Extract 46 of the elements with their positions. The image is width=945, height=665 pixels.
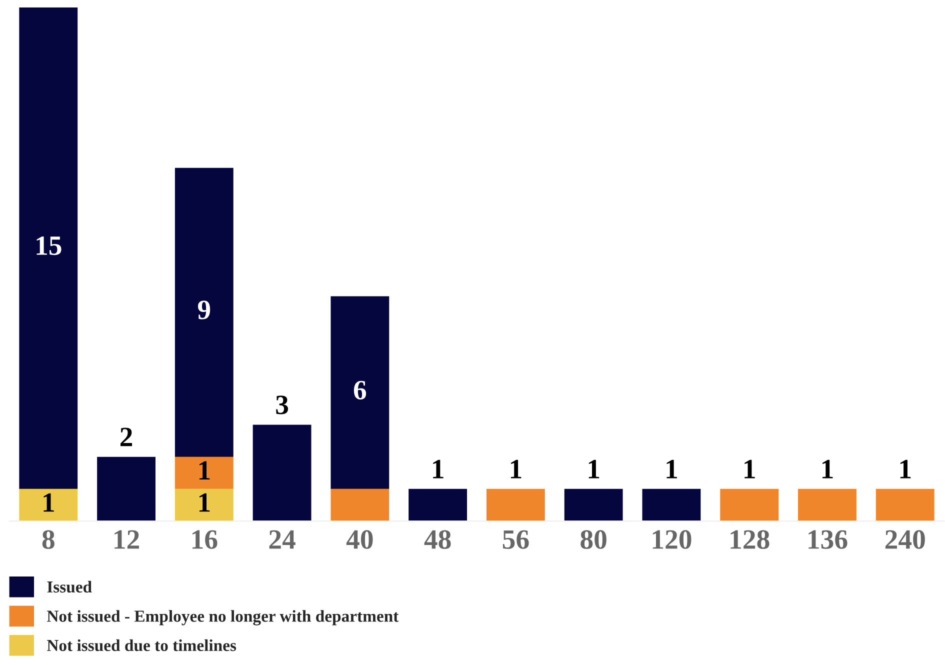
data-label: 1	[822, 460, 833, 478]
bar	[408, 488, 468, 522]
data-label: 1	[44, 493, 54, 512]
bar	[642, 488, 701, 522]
data-label: 15	[36, 236, 62, 256]
legend-label: Issued	[47, 580, 92, 593]
x-tick-label: 8	[42, 530, 54, 549]
x-tick-label: 40	[346, 530, 373, 549]
bar	[798, 488, 856, 522]
bar	[19, 7, 78, 489]
bar	[97, 456, 156, 522]
data-label: 6	[354, 380, 366, 400]
bar	[720, 488, 779, 522]
bar	[174, 168, 234, 457]
x-tick-label: 48	[424, 530, 451, 549]
bar	[564, 488, 623, 522]
data-label: 1	[433, 460, 444, 478]
x-tick-label: 12	[114, 530, 139, 549]
bar	[330, 296, 390, 489]
bar	[19, 488, 78, 522]
legend-label: Not issued due to timelines	[46, 639, 236, 652]
data-label: 1	[588, 460, 600, 478]
bar	[252, 424, 312, 522]
x-tick-label: 16	[192, 530, 218, 549]
data-label: 3	[276, 396, 288, 414]
data-label: 1	[900, 460, 911, 478]
bar	[330, 488, 390, 522]
x-tick-label: 24	[269, 530, 296, 549]
bar	[876, 488, 934, 522]
legend-label: Not issued - Employee no longer with department	[46, 610, 399, 626]
x-tick-label: 128	[730, 530, 770, 549]
data-label: 1	[199, 493, 210, 512]
data-label: 1	[744, 460, 755, 478]
data-label: 1	[199, 461, 210, 480]
x-tick-label: 240	[885, 530, 925, 549]
x-tick-label: 120	[652, 530, 692, 549]
bar	[486, 488, 545, 522]
data-label: 1	[510, 460, 522, 478]
data-label: 2	[120, 428, 132, 446]
data-label: 9	[198, 300, 210, 320]
bar	[174, 488, 234, 522]
bar	[174, 456, 234, 489]
x-tick-label: 80	[580, 530, 606, 549]
x-tick-label: 136	[808, 530, 848, 549]
x-tick-label: 56	[502, 530, 529, 549]
data-label: 1	[666, 460, 677, 478]
